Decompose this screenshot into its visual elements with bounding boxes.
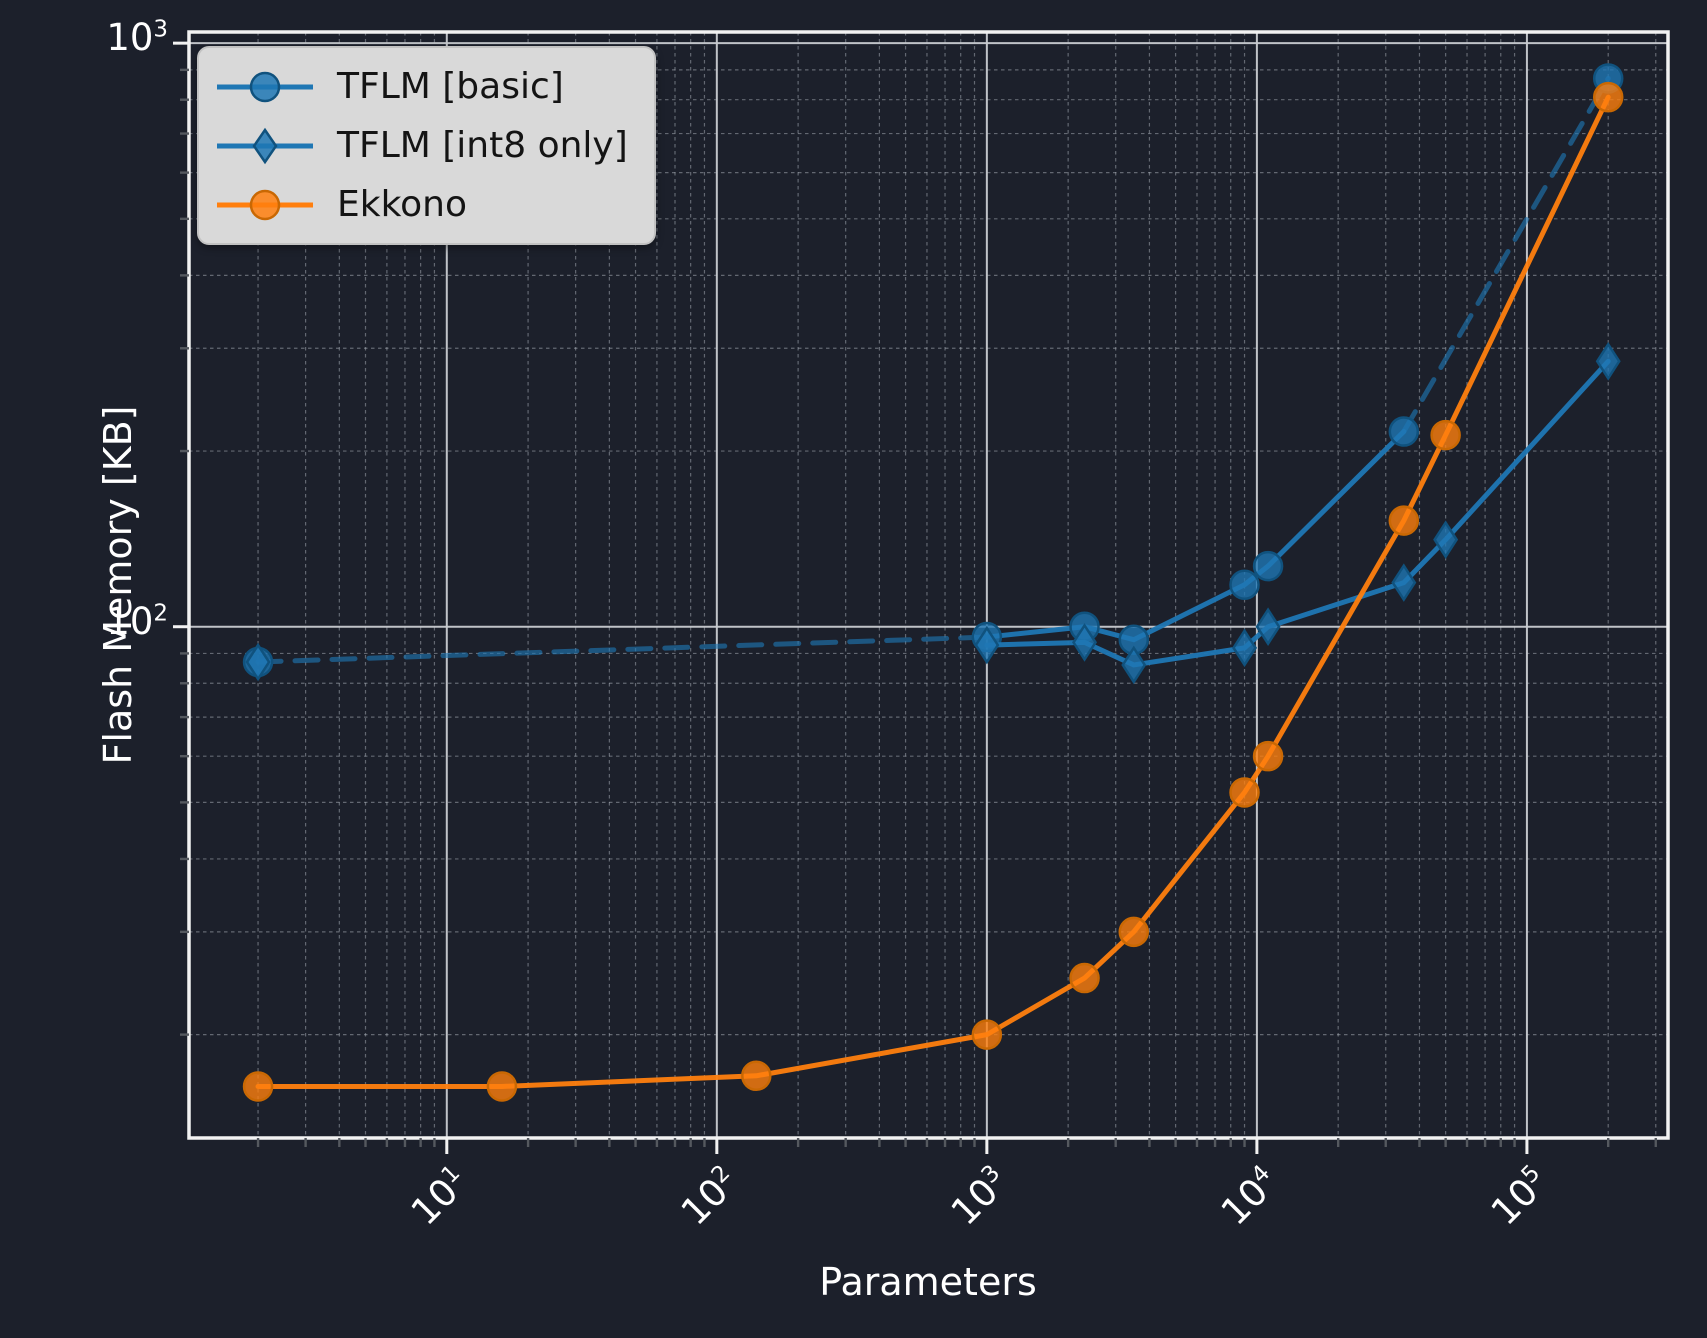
marker-circle-tflm-basic <box>1388 416 1420 447</box>
marker-circle-ekkono <box>1069 962 1100 994</box>
legend: TFLM [basic] TFLM [int8 only] Ekkono <box>197 46 656 245</box>
legend-sample-circle-icon <box>217 189 313 220</box>
legend-item-ekkono: Ekkono <box>215 175 628 234</box>
y-tick-label-10e2: 102 <box>106 599 168 643</box>
series-line-tflm-basic-dashed <box>255 634 990 665</box>
marker-circle-ekkono <box>242 1071 274 1102</box>
marker-diamond-tflm-int8-only <box>1072 623 1098 662</box>
marker-diamond-tflm-int8-only <box>974 625 1000 665</box>
marker-diamond-tflm-int8-only <box>1391 563 1417 602</box>
series-line-tflm-basic-dashed <box>1401 75 1611 435</box>
marker-diamond-tflm-int8-only <box>1595 341 1621 381</box>
diamond-marker-icon <box>252 127 278 164</box>
circle-marker-icon <box>249 71 281 102</box>
marker-diamond-tflm-int8-only <box>1255 607 1281 647</box>
marker-diamond-tflm-int8-only <box>1121 645 1147 685</box>
legend-sample-diamond-icon <box>217 127 313 164</box>
marker-circle-ekkono <box>971 1019 1003 1050</box>
legend-item-tflm-int8-only: TFLM [int8 only] <box>215 116 628 175</box>
marker-circle-ekkono <box>741 1060 772 1092</box>
marker-circle-tflm-basic <box>1252 550 1284 582</box>
plot-border <box>187 30 1670 1140</box>
marker-circle-ekkono <box>1252 740 1284 772</box>
marker-diamond-tflm-int8-only <box>1232 628 1258 668</box>
y-tick-label-10e3: 103 <box>106 16 168 60</box>
series-line-tflm-basic <box>984 429 1407 643</box>
legend-sample-circle-icon <box>217 71 313 102</box>
marker-circle-ekkono <box>1430 419 1461 451</box>
legend-label: TFLM [basic] <box>337 65 564 107</box>
marker-circle-tflm-basic <box>1229 569 1260 601</box>
marker-circle-ekkono <box>1388 505 1420 536</box>
marker-circle-ekkono <box>1229 777 1260 808</box>
marker-circle-ekkono <box>1118 916 1150 948</box>
circle-marker-icon <box>249 189 281 220</box>
marker-circle-ekkono <box>1592 81 1624 113</box>
legend-item-tflm-basic: TFLM [basic] <box>215 57 628 116</box>
marker-diamond-tflm-int8-only <box>245 642 271 682</box>
x-axis-label: Parameters <box>819 1260 1037 1304</box>
y-axis-label: Flash Memory [KB] <box>96 405 140 765</box>
legend-label: TFLM [int8 only] <box>337 124 628 166</box>
marker-circle-ekkono <box>486 1071 518 1102</box>
marker-diamond-tflm-int8-only <box>1433 520 1459 559</box>
legend-label: Ekkono <box>337 183 468 225</box>
